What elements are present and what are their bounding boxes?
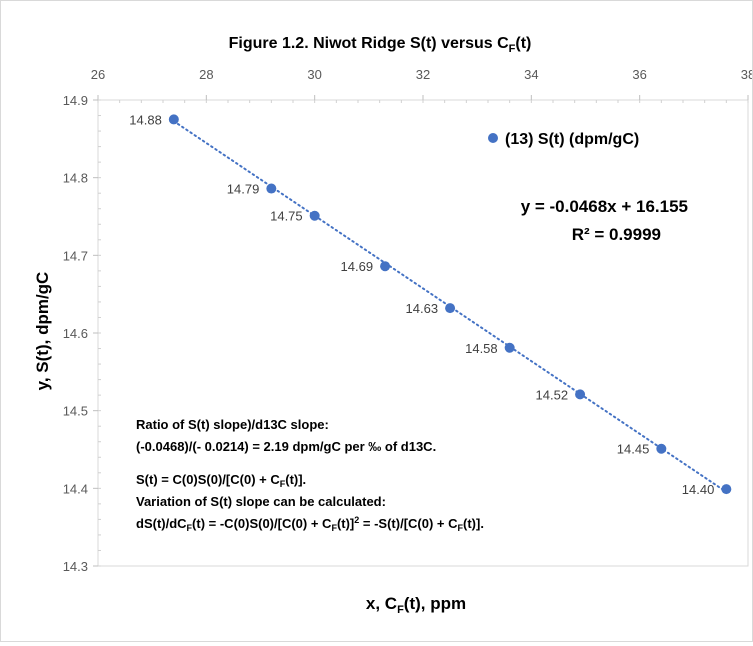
axes: 26 28 30 32 34 36 38 14.3 14.4 14.5 14.6 14.7 14.8 14… (63, 67, 753, 574)
legend-marker (488, 133, 498, 143)
data-point (656, 443, 667, 454)
y-tick-label: 14.3 (63, 559, 88, 574)
note-st-formula: S(t) = C(0)S(0)/[C(0) + CF(t)]. (136, 472, 306, 489)
data-point (380, 261, 391, 272)
trend-equation: y = -0.0468x + 16.155 (521, 197, 688, 216)
data-points (168, 114, 732, 495)
y-axis-title: y, S(t), dpm/gC (33, 272, 52, 391)
data-point (168, 114, 179, 125)
note-variation: Variation of S(t) slope can be calculate… (136, 494, 386, 509)
data-label: 14.75 (270, 209, 303, 224)
data-label: 14.79 (227, 182, 260, 197)
note-derivative: dS(t)/dCF(t) = -C(0)S(0)/[C(0) + CF(t)]2… (136, 515, 484, 533)
y-tick-label: 14.4 (63, 481, 88, 496)
data-labels: 14.88 14.79 14.75 14.69 14.63 14.58 14.52 14.45… (129, 112, 714, 497)
note-ratio-line2: (-0.0468)/(- 0.0214) = 2.19 dpm/gC per ‰… (136, 439, 436, 454)
data-point (575, 389, 586, 400)
y-tick-label: 14.9 (63, 93, 88, 108)
data-label: 14.63 (406, 301, 439, 316)
annotation-notes: Ratio of S(t) slope)/d13C slope: (-0.046… (136, 417, 484, 533)
x-tick-label: 36 (632, 67, 646, 82)
legend: (13) S(t) (dpm/gC) (488, 131, 639, 148)
legend-label: (13) S(t) (dpm/gC) (505, 131, 639, 148)
data-point (504, 342, 515, 353)
data-label: 14.52 (536, 387, 569, 402)
data-label: 14.40 (682, 482, 715, 497)
data-point (266, 183, 277, 194)
y-tick-label: 14.6 (63, 326, 88, 341)
note-ratio-line1: Ratio of S(t) slope)/d13C slope: (136, 417, 329, 432)
chart-title: Figure 1.2. Niwot Ridge S(t) versus CF(t… (229, 35, 532, 55)
data-label: 14.58 (465, 341, 498, 356)
r-squared: R² = 0.9999 (572, 225, 661, 244)
x-tick-label: 38 (741, 67, 752, 82)
y-tick-label: 14.5 (63, 404, 88, 419)
x-tick-label: 34 (524, 67, 538, 82)
data-point (309, 210, 320, 221)
x-tick-label: 32 (416, 67, 430, 82)
trendline-path (172, 120, 728, 493)
x-tick-label: 28 (199, 67, 213, 82)
data-label: 14.69 (341, 259, 374, 274)
data-point (445, 303, 456, 314)
x-tick-label: 26 (91, 67, 105, 82)
y-tick-label: 14.7 (63, 248, 88, 263)
y-tick-label: 14.8 (63, 171, 88, 186)
x-tick-label: 30 (307, 67, 321, 82)
x-axis-title: x, CF(t), ppm (366, 594, 466, 616)
data-point (721, 484, 732, 495)
data-label: 14.88 (129, 112, 162, 127)
trendline (172, 120, 728, 493)
data-label: 14.45 (617, 442, 650, 457)
